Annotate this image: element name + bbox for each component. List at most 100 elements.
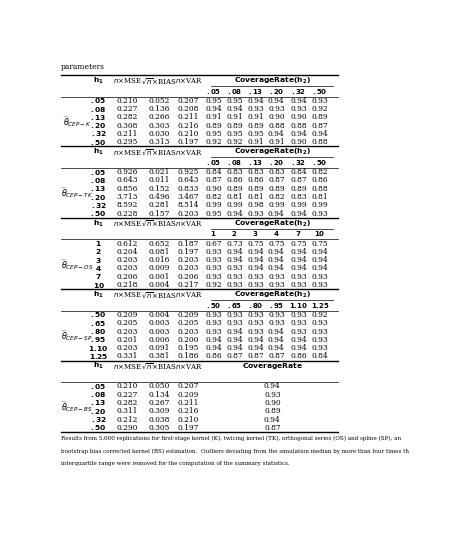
Text: $n{\times}$MSE: $n{\times}$MSE <box>113 291 142 299</box>
Text: 0.833: 0.833 <box>178 185 199 193</box>
Text: 0.94: 0.94 <box>290 336 307 344</box>
Text: $\mathbf{.08}$: $\mathbf{.08}$ <box>91 105 107 114</box>
Text: $\mathbf{.50}$: $\mathbf{.50}$ <box>312 158 328 167</box>
Text: 0.205: 0.205 <box>178 319 199 327</box>
Text: 0.99: 0.99 <box>290 202 307 209</box>
Text: 0.93: 0.93 <box>290 281 307 289</box>
Text: 0.81: 0.81 <box>247 193 264 201</box>
Text: 0.90: 0.90 <box>290 139 307 146</box>
Text: $\mathbf{.13}$: $\mathbf{.13}$ <box>248 87 263 95</box>
Text: 0.94: 0.94 <box>205 105 222 113</box>
Text: $\mathbf{.50}$: $\mathbf{.50}$ <box>312 87 328 95</box>
Text: 0.94: 0.94 <box>290 130 307 138</box>
Text: 0.209: 0.209 <box>117 311 138 319</box>
Text: 0.94: 0.94 <box>226 210 243 218</box>
Text: 0.94: 0.94 <box>247 248 264 256</box>
Text: 0.496: 0.496 <box>148 193 170 201</box>
Text: $\mathbf{.05}$: $\mathbf{.05}$ <box>206 158 221 167</box>
Text: 0.92: 0.92 <box>312 105 328 113</box>
Text: $\mathbf{h_1}$: $\mathbf{h_1}$ <box>93 361 104 371</box>
Text: $\mathbf{h_1}$: $\mathbf{h_1}$ <box>93 147 104 157</box>
Text: 0.93: 0.93 <box>312 210 328 218</box>
Text: 0.93: 0.93 <box>247 105 264 113</box>
Text: $\sqrt{n}{\times}$BIAS: $\sqrt{n}{\times}$BIAS <box>141 75 177 86</box>
Text: 0.92: 0.92 <box>312 311 328 319</box>
Text: 0.92: 0.92 <box>205 281 222 289</box>
Text: $\mathbf{.08}$: $\mathbf{.08}$ <box>227 158 242 167</box>
Text: 0.99: 0.99 <box>205 202 222 209</box>
Text: 0.91: 0.91 <box>268 139 285 146</box>
Text: 0.281: 0.281 <box>148 202 170 209</box>
Text: 0.93: 0.93 <box>226 319 243 327</box>
Text: 0.95: 0.95 <box>205 97 222 105</box>
Text: bootstrap bias corrected kernel (BS) estimation.  Outliers deviating from the si: bootstrap bias corrected kernel (BS) est… <box>61 448 409 454</box>
Text: $n{\times}$MSE: $n{\times}$MSE <box>113 362 142 371</box>
Text: 0.84: 0.84 <box>312 353 328 361</box>
Text: 0.86: 0.86 <box>312 176 328 184</box>
Text: $\mathbf{h_1}$: $\mathbf{h_1}$ <box>93 75 104 86</box>
Text: 0.209: 0.209 <box>178 311 199 319</box>
Text: 0.311: 0.311 <box>117 407 138 415</box>
Text: 0.98: 0.98 <box>247 202 264 209</box>
Text: 0.93: 0.93 <box>268 319 285 327</box>
Text: $\mathbf{10}$: $\mathbf{10}$ <box>314 229 326 238</box>
Text: 0.157: 0.157 <box>148 210 170 218</box>
Text: 0.94: 0.94 <box>226 336 243 344</box>
Text: 0.93: 0.93 <box>226 273 243 281</box>
Text: $n{\times}$VAR: $n{\times}$VAR <box>174 219 202 228</box>
Text: 0.003: 0.003 <box>148 319 170 327</box>
Text: $\mathbf{2}$: $\mathbf{2}$ <box>231 229 237 238</box>
Text: 0.93: 0.93 <box>312 344 328 352</box>
Text: 0.95: 0.95 <box>226 130 243 138</box>
Text: $\mathbf{h_1}$: $\mathbf{h_1}$ <box>93 290 104 300</box>
Text: 0.93: 0.93 <box>226 265 243 272</box>
Text: $n{\times}$MSE: $n{\times}$MSE <box>113 148 142 156</box>
Text: $\widehat{\theta}_{CEP-TK}$: $\widehat{\theta}_{CEP-TK}$ <box>61 185 93 200</box>
Text: $\mathbf{1.25}$: $\mathbf{1.25}$ <box>311 301 329 310</box>
Text: 0.94: 0.94 <box>290 97 307 105</box>
Text: $\mathbf{7}$: $\mathbf{7}$ <box>295 229 301 238</box>
Text: 0.83: 0.83 <box>290 193 307 201</box>
Text: 0.93: 0.93 <box>290 311 307 319</box>
Text: $\mathbf{.65}$: $\mathbf{.65}$ <box>91 319 107 328</box>
Text: 0.94: 0.94 <box>226 344 243 352</box>
Text: $\mathbf{.50}$: $\mathbf{.50}$ <box>91 423 107 432</box>
Text: 0.87: 0.87 <box>264 424 281 432</box>
Text: $\mathbf{1.10}$: $\mathbf{1.10}$ <box>289 301 308 310</box>
Text: 0.75: 0.75 <box>290 239 307 247</box>
Text: 0.94: 0.94 <box>247 265 264 272</box>
Text: 0.95: 0.95 <box>205 130 222 138</box>
Text: 0.86: 0.86 <box>205 353 222 361</box>
Text: $\mathbf{.50}$: $\mathbf{.50}$ <box>91 310 107 320</box>
Text: 0.206: 0.206 <box>178 273 199 281</box>
Text: 0.90: 0.90 <box>290 113 307 121</box>
Text: 0.93: 0.93 <box>205 319 222 327</box>
Text: 0.203: 0.203 <box>117 344 138 352</box>
Text: 0.282: 0.282 <box>117 399 138 407</box>
Text: $\mathbf{3}$: $\mathbf{3}$ <box>252 229 258 238</box>
Text: 0.84: 0.84 <box>205 168 222 176</box>
Text: 0.82: 0.82 <box>312 168 328 176</box>
Text: $\mathbf{.50}$: $\mathbf{.50}$ <box>91 209 107 218</box>
Text: $\mathbf{h_1}$: $\mathbf{h_1}$ <box>93 218 104 229</box>
Text: 0.197: 0.197 <box>178 424 199 432</box>
Text: 0.218: 0.218 <box>117 281 138 289</box>
Text: 0.75: 0.75 <box>268 239 285 247</box>
Text: $\mathbf{2}$: $\mathbf{2}$ <box>95 247 102 257</box>
Text: $\widehat{\theta}_{CEP-OS}$: $\widehat{\theta}_{CEP-OS}$ <box>61 257 93 272</box>
Text: 0.207: 0.207 <box>178 382 199 390</box>
Text: 0.89: 0.89 <box>226 122 243 130</box>
Text: 0.856: 0.856 <box>117 185 138 193</box>
Text: 0.94: 0.94 <box>247 97 264 105</box>
Text: $\mathbf{.05}$: $\mathbf{.05}$ <box>206 87 221 95</box>
Text: 0.94: 0.94 <box>290 344 307 352</box>
Text: $n{\times}$VAR: $n{\times}$VAR <box>174 362 202 371</box>
Text: 0.227: 0.227 <box>117 391 138 399</box>
Text: $\bf{Coverage Rate (h_2)}$: $\bf{Coverage Rate (h_2)}$ <box>234 147 311 157</box>
Text: 0.652: 0.652 <box>148 239 170 247</box>
Text: $\mathbf{.50}$: $\mathbf{.50}$ <box>91 138 107 147</box>
Text: 8.514: 8.514 <box>178 202 199 209</box>
Text: 0.87: 0.87 <box>268 353 285 361</box>
Text: $\mathbf{4}$: $\mathbf{4}$ <box>95 264 102 273</box>
Text: 0.89: 0.89 <box>264 407 281 415</box>
